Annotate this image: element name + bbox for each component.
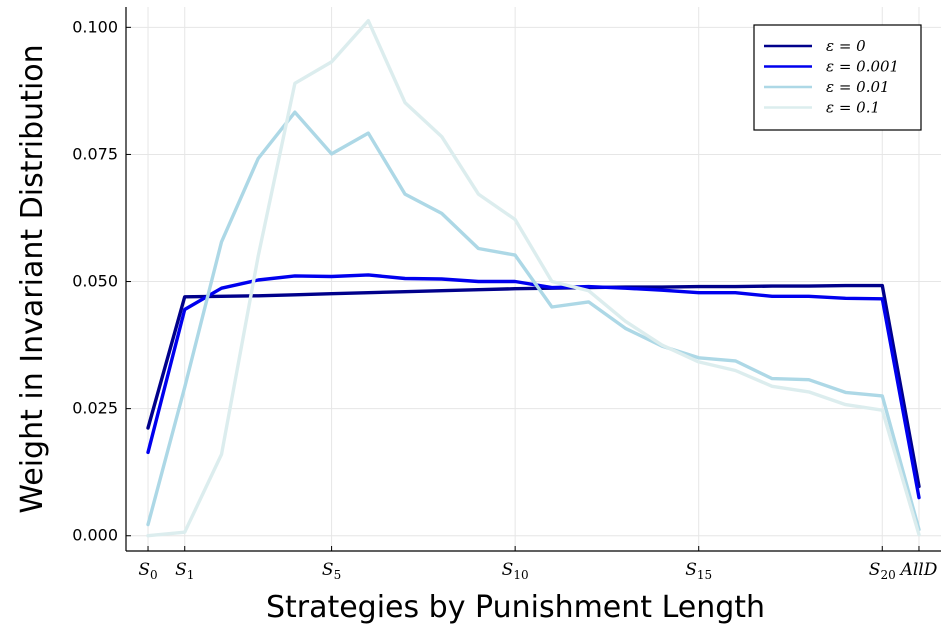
x-tick-label: S5 <box>322 560 341 582</box>
y-axis-title: Weight in Invariant Distribution <box>15 44 50 513</box>
legend: ε = 0 ε = 0.001 ε = 0.01 ε = 0.1 <box>753 24 922 131</box>
legend-box <box>753 24 922 131</box>
x-tick-label: AllD <box>899 560 938 580</box>
series-line-3 <box>146 19 921 538</box>
x-tick-label: S0 <box>138 560 157 582</box>
y-tick-label: 0.075 <box>72 144 118 163</box>
legend-label: ε = 0.001 <box>826 58 899 76</box>
series-line-2 <box>146 110 921 532</box>
legend-label: ε = 0 <box>826 37 866 55</box>
y-tick-label: 0.050 <box>72 272 118 291</box>
series-line-1 <box>146 273 921 500</box>
series-layer <box>146 19 921 538</box>
x-tick-label: S20 <box>869 560 896 582</box>
tick-labels: 0.000 0.025 0.050 0.075 0.100 S0 S1 S5 S10 S15 S20… <box>72 17 938 582</box>
x-axis-title: Strategies by Punishment Length <box>266 590 765 625</box>
x-tick-label: S15 <box>685 560 712 582</box>
y-tick-label: 0.025 <box>72 399 118 418</box>
y-tick-label: 0.000 <box>72 526 118 545</box>
x-tick-label: S1 <box>175 560 194 582</box>
series-line-0 <box>146 283 921 489</box>
y-tick-label: 0.100 <box>72 17 118 36</box>
legend-label: ε = 0.01 <box>826 78 890 96</box>
x-tick-label: S10 <box>502 560 529 582</box>
legend-label: ε = 0.1 <box>826 99 880 117</box>
axis-layer <box>125 7 941 552</box>
